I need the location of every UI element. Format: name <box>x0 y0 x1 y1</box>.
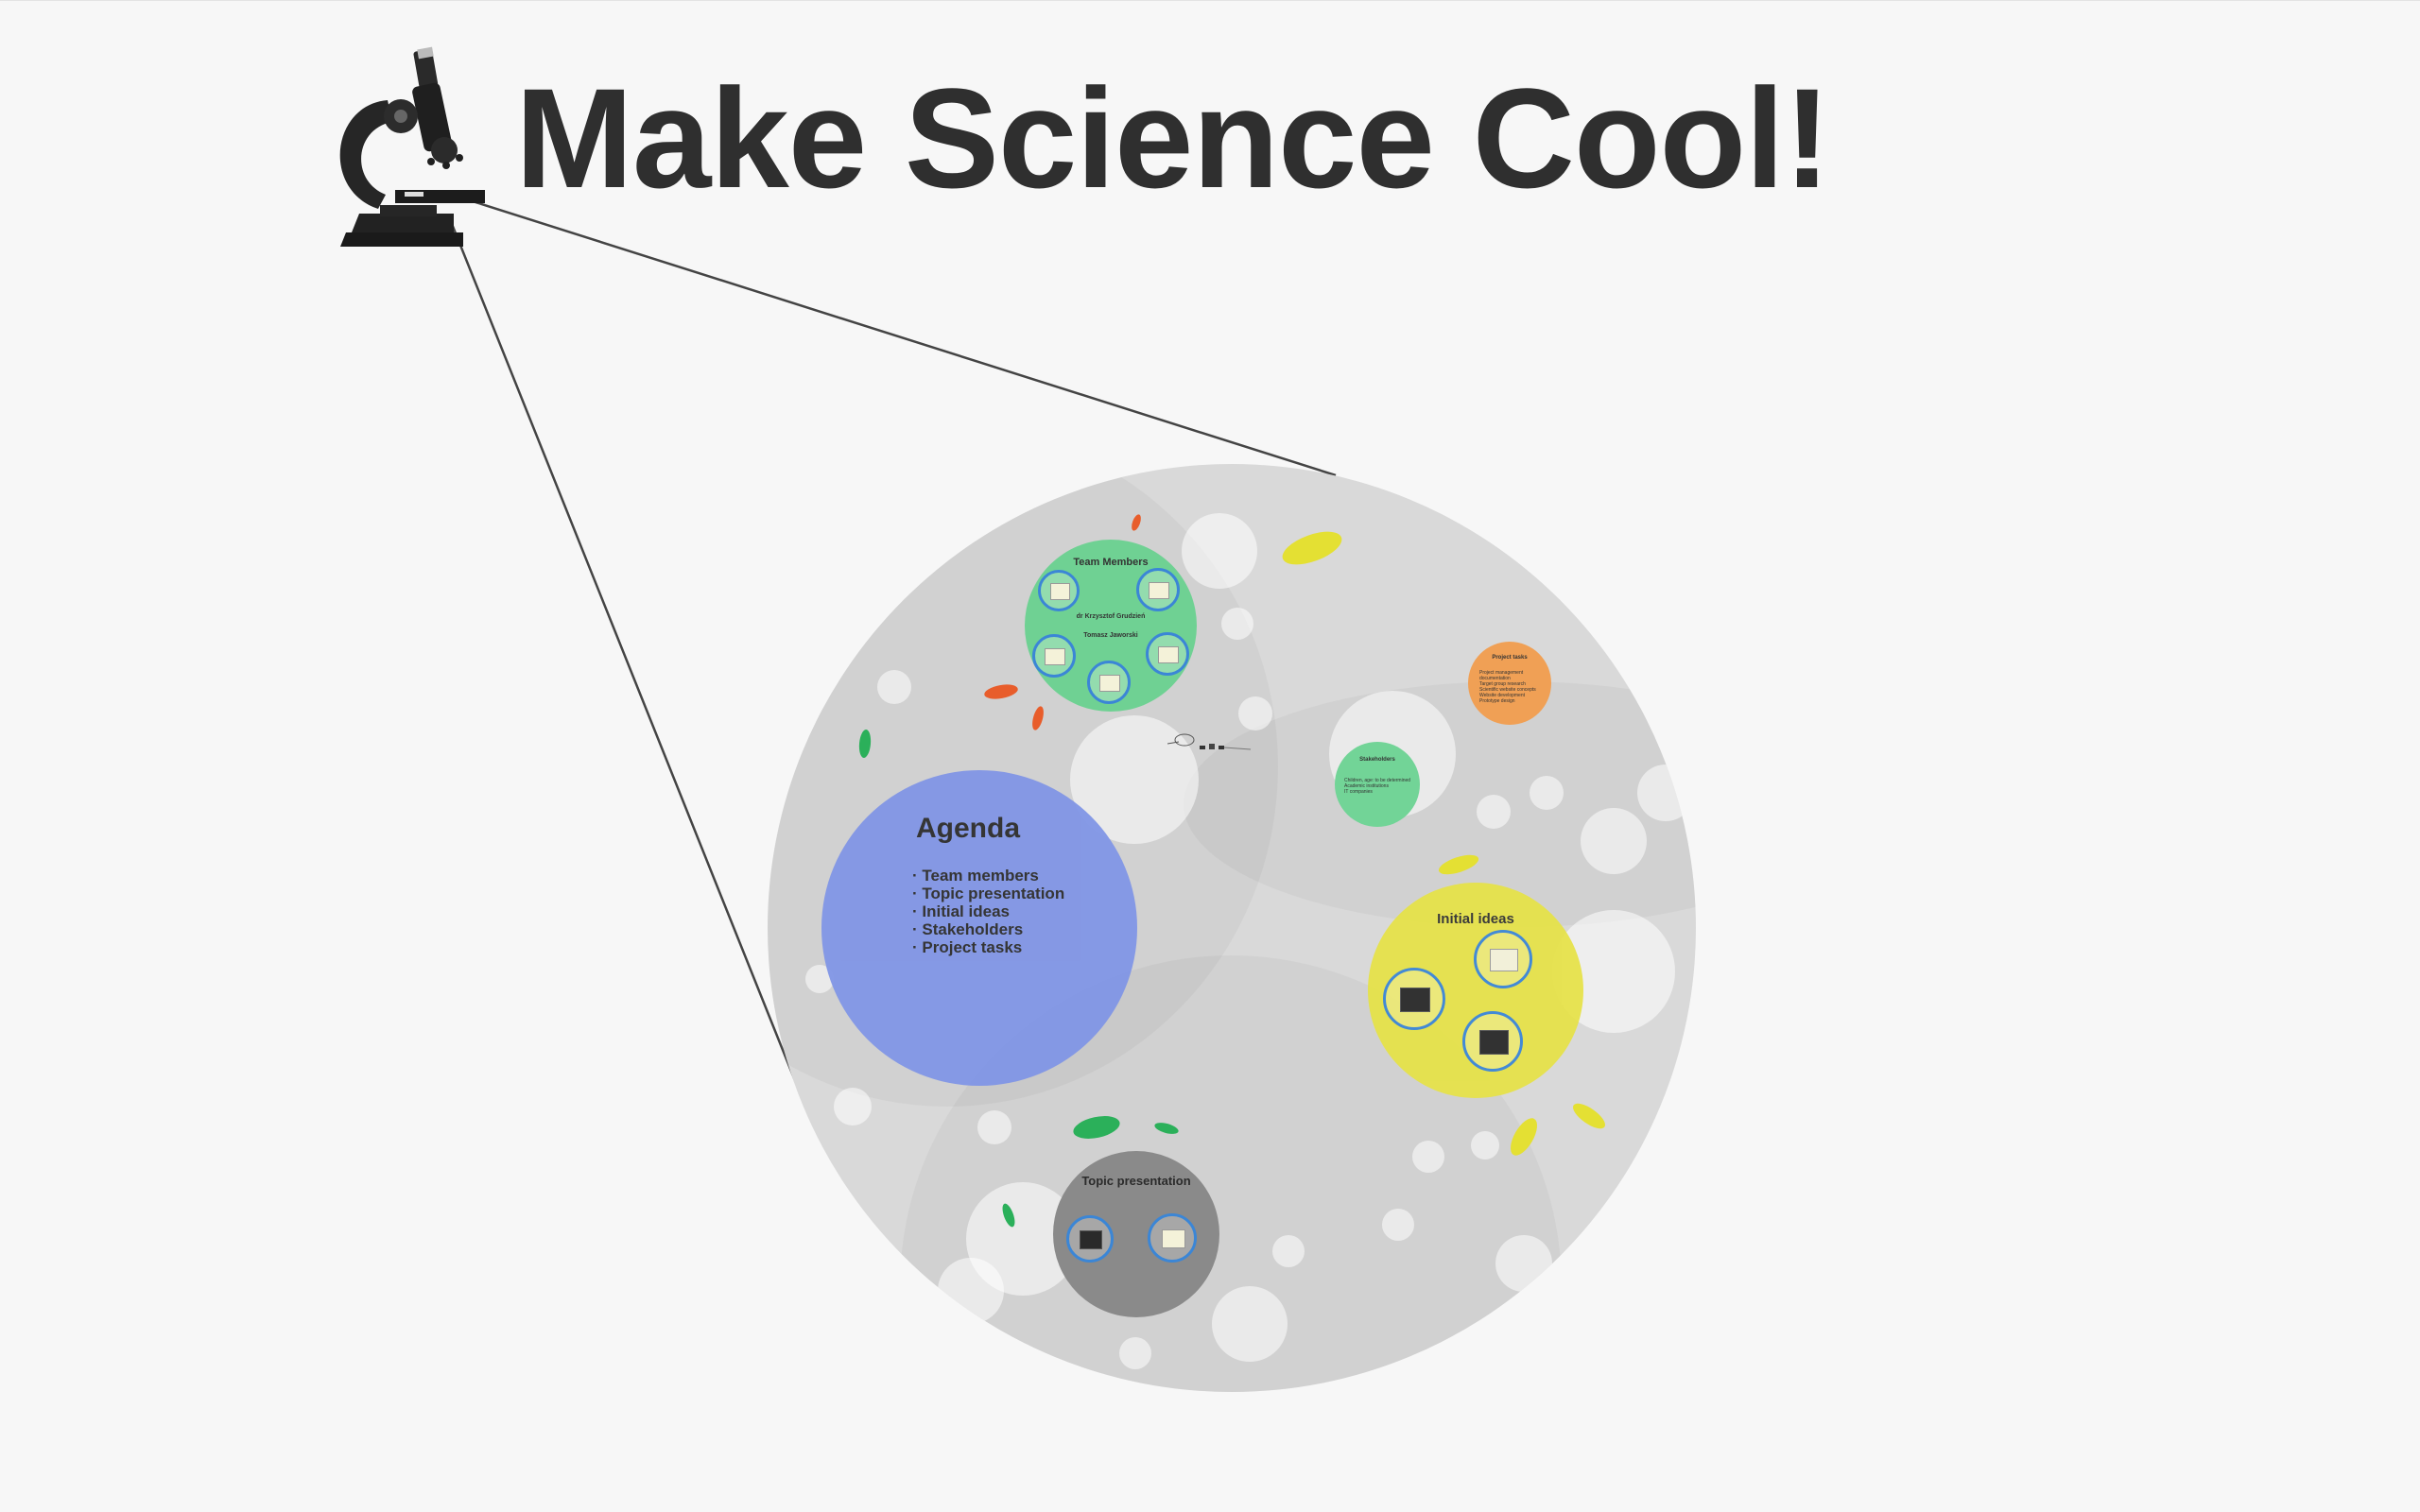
project-task-item: Project management <box>1479 670 1524 676</box>
stakeholder-item: Academic institutions <box>1344 783 1389 789</box>
presentation-title: Make Science Cool! <box>515 59 1831 217</box>
bubble <box>877 670 911 704</box>
bubble <box>1412 1141 1444 1173</box>
frame-initial-ideas[interactable]: Initial ideas <box>1368 883 1583 1098</box>
project-task-item: documentation <box>1479 676 1511 681</box>
bubble <box>938 1258 1004 1324</box>
project-task-item: Website development <box>1479 693 1525 698</box>
bubble <box>1477 795 1511 829</box>
bubble <box>1221 608 1253 640</box>
topic-presentation-title: Topic presentation <box>1081 1174 1191 1188</box>
initial-idea-thumbnail[interactable] <box>1383 968 1445 1030</box>
initial-ideas-title: Initial ideas <box>1437 911 1514 927</box>
bubble <box>1272 1235 1305 1267</box>
project-task-item: Scientific website concepts <box>1479 687 1536 693</box>
bubble <box>977 1110 1011 1144</box>
agenda-item: Stakeholders <box>912 920 1064 938</box>
agenda-list: Team members Topic presentation Initial … <box>912 867 1064 956</box>
team-member-thumbnail[interactable] <box>1032 634 1076 678</box>
frame-project-tasks[interactable]: Project tasks Project management documen… <box>1468 642 1551 725</box>
bubble <box>1182 513 1257 589</box>
stakeholder-item: Children, age: to be determined <box>1344 778 1411 783</box>
stakeholders-list: Children, age: to be determined Academic… <box>1344 778 1410 795</box>
bubble <box>1238 696 1272 730</box>
team-member-name: dr Krzysztof Grudzień <box>1076 613 1146 620</box>
stakeholders-title: Stakeholders <box>1359 757 1395 763</box>
bubble <box>1119 1337 1151 1369</box>
bubble <box>1495 1235 1552 1292</box>
project-tasks-title: Project tasks <box>1492 655 1528 661</box>
agenda-item: Project tasks <box>912 938 1064 956</box>
agenda-item: Team members <box>912 867 1064 885</box>
bubble <box>777 606 828 657</box>
bubble <box>1212 1286 1288 1362</box>
initial-idea-thumbnail[interactable] <box>1474 930 1532 988</box>
doodle-sketch <box>1167 733 1252 750</box>
agenda-item: Topic presentation <box>912 885 1064 902</box>
bubble <box>1471 1131 1499 1160</box>
initial-idea-thumbnail[interactable] <box>1462 1011 1523 1072</box>
stakeholder-item: IT companies <box>1344 789 1373 795</box>
team-member-thumbnail[interactable] <box>1087 661 1131 704</box>
team-member-thumbnail[interactable] <box>1038 570 1080 611</box>
team-members-title: Team Members <box>1073 557 1149 568</box>
bubble <box>1530 776 1564 810</box>
bubble <box>834 1088 872 1125</box>
project-task-item: Target group research <box>1479 681 1526 687</box>
agenda-item: Initial ideas <box>912 902 1064 920</box>
frame-agenda[interactable]: Agenda Team members Topic presentation I… <box>821 770 1137 1086</box>
bubble <box>1637 765 1694 821</box>
frame-stakeholders[interactable]: Stakeholders Children, age: to be determ… <box>1335 742 1420 827</box>
microscope-icon <box>339 46 485 247</box>
project-task-item: Prototype design <box>1479 698 1515 704</box>
frame-topic-presentation[interactable]: Topic presentation <box>1053 1151 1219 1317</box>
team-member-thumbnail[interactable] <box>1136 568 1180 611</box>
topic-thumbnail[interactable] <box>1066 1215 1114 1263</box>
frame-team-members[interactable]: Team Members dr Krzysztof Grudzień Tomas… <box>1025 540 1197 712</box>
team-member-name: Tomasz Jaworski <box>1083 632 1138 639</box>
bubble <box>1382 1209 1414 1241</box>
agenda-title: Agenda <box>916 813 1021 844</box>
bubble <box>1581 808 1647 874</box>
team-member-thumbnail[interactable] <box>1146 632 1189 676</box>
project-tasks-list: Project management documentation Target … <box>1479 670 1536 704</box>
topic-thumbnail[interactable] <box>1148 1213 1197 1263</box>
